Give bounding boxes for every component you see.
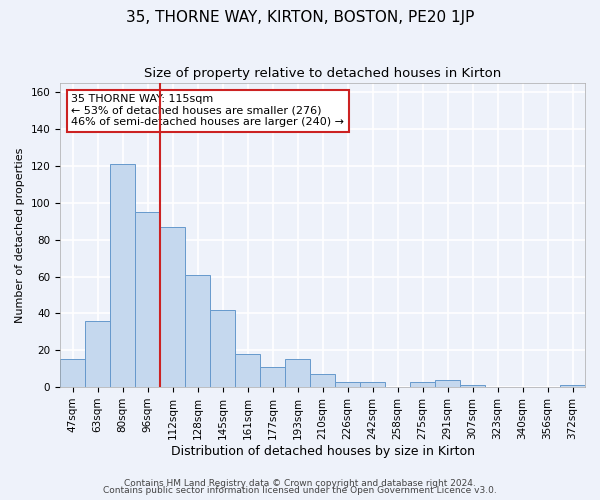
Bar (60, 360, 85, 387)
Text: Contains public sector information licensed under the Open Government Licence v3: Contains public sector information licen… (103, 486, 497, 495)
X-axis label: Distribution of detached houses by size in Kirton: Distribution of detached houses by size … (170, 444, 475, 458)
Bar (260, 367, 285, 387)
Bar (435, 380, 460, 387)
Bar (310, 374, 335, 387)
Bar (110, 164, 135, 387)
Bar (185, 274, 210, 387)
Text: Contains HM Land Registry data © Crown copyright and database right 2024.: Contains HM Land Registry data © Crown c… (124, 478, 476, 488)
Bar (360, 382, 385, 387)
Y-axis label: Number of detached properties: Number of detached properties (15, 148, 25, 323)
Bar (560, 386, 585, 387)
Text: 35, THORNE WAY, KIRTON, BOSTON, PE20 1JP: 35, THORNE WAY, KIRTON, BOSTON, PE20 1JP (126, 10, 474, 25)
Bar (210, 310, 235, 387)
Bar (135, 212, 160, 387)
Title: Size of property relative to detached houses in Kirton: Size of property relative to detached ho… (144, 68, 501, 80)
Bar (85, 321, 110, 387)
Bar (410, 382, 435, 387)
Bar (285, 360, 310, 387)
Bar (160, 227, 185, 387)
Text: 35 THORNE WAY: 115sqm
← 53% of detached houses are smaller (276)
46% of semi-det: 35 THORNE WAY: 115sqm ← 53% of detached … (71, 94, 344, 128)
Bar (460, 386, 485, 387)
Bar (235, 354, 260, 387)
Bar (335, 382, 360, 387)
